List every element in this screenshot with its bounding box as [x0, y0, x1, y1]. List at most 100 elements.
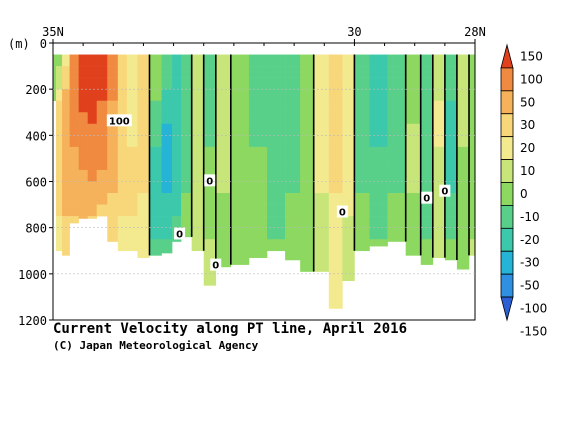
- velocity-cell: [107, 181, 119, 194]
- velocity-cell: [328, 285, 343, 298]
- velocity-cell: [107, 239, 119, 242]
- velocity-cell: [203, 239, 217, 252]
- velocity-cell: [161, 146, 173, 159]
- velocity-cell: [191, 66, 205, 78]
- velocity-cell: [107, 169, 119, 182]
- velocity-cell: [181, 66, 192, 78]
- velocity-cell: [191, 77, 205, 90]
- velocity-cell: [444, 54, 458, 67]
- velocity-cell: [230, 250, 250, 263]
- velocity-cell: [203, 158, 217, 171]
- velocity-cell: [230, 216, 250, 228]
- velocity-cell: [328, 146, 343, 159]
- colorbar-swatch: [500, 90, 514, 115]
- velocity-cell: [248, 239, 268, 252]
- velocity-cell: [444, 216, 458, 228]
- velocity-cell: [149, 100, 162, 113]
- velocity-cell: [181, 89, 192, 102]
- velocity-cell: [444, 181, 458, 194]
- velocity-cell: [342, 216, 355, 228]
- velocity-cell: [285, 227, 301, 240]
- velocity-cell: [342, 181, 355, 194]
- velocity-cell: [387, 169, 406, 182]
- velocity-cell: [432, 100, 446, 113]
- velocity-cell: [230, 146, 250, 159]
- velocity-cell: [354, 112, 370, 125]
- velocity-cell: [203, 89, 217, 102]
- velocity-cell: [215, 216, 232, 228]
- velocity-cell: [354, 193, 370, 205]
- velocity-cell: [354, 227, 370, 240]
- velocity-cell: [468, 216, 476, 228]
- velocity-cell: [161, 193, 173, 205]
- velocity-cell: [405, 89, 422, 102]
- velocity-cell: [161, 216, 173, 228]
- velocity-cell: [126, 100, 138, 113]
- velocity-cell: [300, 169, 315, 182]
- velocity-cell: [444, 135, 458, 148]
- velocity-cell: [215, 66, 232, 78]
- colorbar-label: 50: [520, 95, 535, 109]
- velocity-cell: [405, 158, 422, 171]
- velocity-cell: [62, 77, 70, 90]
- velocity-cell: [342, 193, 355, 205]
- velocity-cell: [285, 169, 301, 182]
- velocity-cell: [181, 77, 192, 90]
- velocity-cell: [107, 158, 119, 171]
- velocity-cell: [96, 146, 108, 159]
- velocity-cell: [444, 158, 458, 171]
- velocity-cell: [69, 54, 79, 67]
- velocity-cell: [456, 123, 470, 136]
- velocity-cell: [230, 100, 250, 113]
- velocity-cell: [456, 158, 470, 171]
- y-tick-label: 400: [25, 129, 47, 143]
- velocity-cell: [248, 89, 268, 102]
- velocity-cell: [56, 193, 63, 205]
- velocity-cell: [181, 123, 192, 136]
- velocity-cell: [468, 204, 476, 217]
- x-tick-label: 28N: [464, 25, 486, 39]
- velocity-cell: [369, 181, 388, 194]
- y-axis-label: (m): [8, 37, 30, 51]
- colorbar-swatch: [500, 159, 514, 183]
- velocity-cell: [215, 239, 232, 252]
- colorbar-label: -100: [520, 302, 547, 316]
- velocity-cell: [300, 193, 315, 205]
- velocity-cell: [300, 181, 315, 194]
- contour-label-bg: [210, 258, 222, 271]
- colorbar-swatch: [500, 250, 514, 275]
- velocity-cell: [387, 89, 406, 102]
- velocity-cell: [78, 204, 88, 217]
- velocity-cell: [313, 135, 330, 148]
- velocity-cell: [117, 135, 128, 148]
- velocity-cell: [62, 239, 70, 252]
- velocity-cell: [149, 227, 162, 240]
- velocity-cell: [432, 250, 446, 258]
- velocity-cell: [230, 158, 250, 171]
- velocity-cell: [56, 239, 63, 252]
- velocity-cell: [172, 193, 182, 205]
- velocity-cell: [300, 262, 315, 272]
- velocity-cell: [203, 262, 217, 275]
- velocity-cell: [444, 89, 458, 102]
- velocity-cell: [248, 169, 268, 182]
- velocity-cell: [420, 158, 434, 171]
- velocity-cell: [78, 112, 88, 125]
- velocity-cell: [285, 158, 301, 171]
- velocity-cell: [181, 181, 192, 194]
- velocity-cell: [248, 181, 268, 194]
- velocity-cell: [444, 204, 458, 217]
- velocity-cell: [161, 158, 173, 171]
- velocity-cell: [285, 216, 301, 228]
- velocity-cell: [172, 181, 182, 194]
- contour-label-bg: [204, 174, 216, 187]
- velocity-cell: [87, 193, 97, 205]
- velocity-cell: [468, 54, 476, 67]
- contour-label-bg: [439, 184, 451, 197]
- velocity-cell: [369, 227, 388, 240]
- velocity-cell: [149, 216, 162, 228]
- velocity-cell: [369, 239, 388, 247]
- velocity-cell: [420, 169, 434, 182]
- contour-label: 0: [206, 176, 213, 187]
- velocity-cell: [313, 239, 330, 252]
